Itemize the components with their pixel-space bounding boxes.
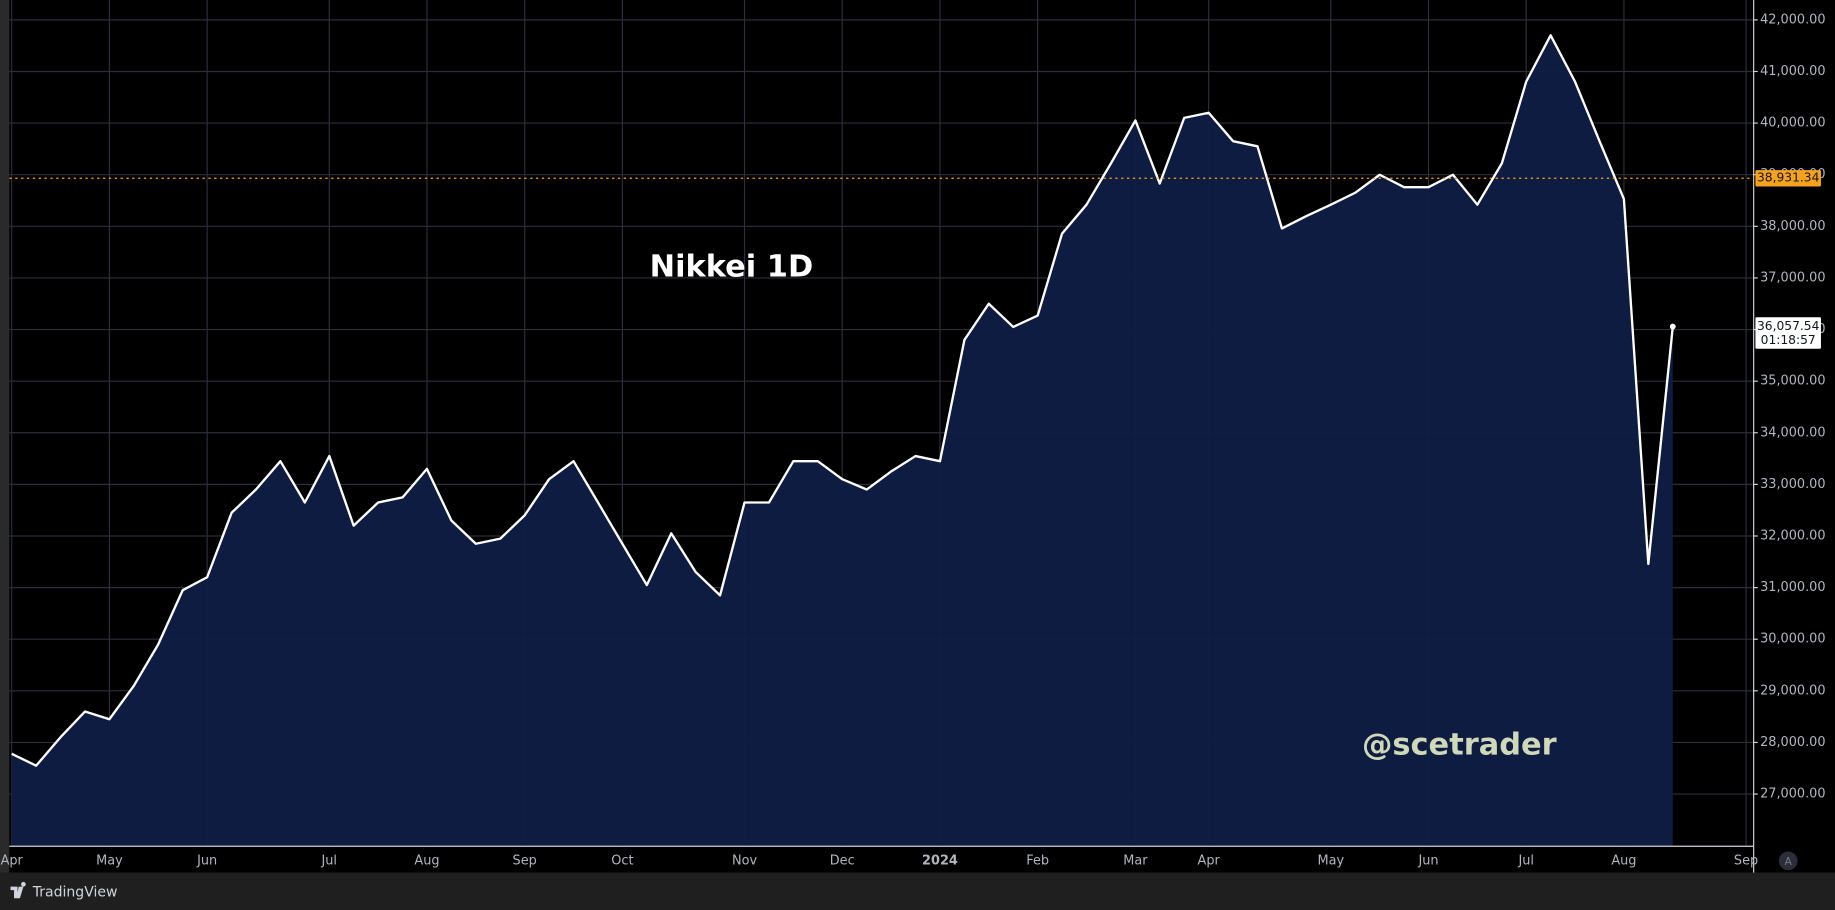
y-tick-label: 42,000.00	[1760, 12, 1825, 27]
y-tick-label: 40,000.00	[1760, 116, 1825, 131]
y-tick-label: 34,000.00	[1760, 425, 1825, 440]
x-tick-label: Jun	[1417, 853, 1438, 868]
price-line-tag	[1755, 170, 1821, 187]
last-price-tag	[1755, 317, 1821, 349]
x-tick-label: Jul	[321, 853, 338, 868]
x-tick-label: Dec	[830, 853, 855, 868]
area	[11, 35, 1673, 846]
y-tick-label: 30,000.00	[1760, 632, 1825, 647]
x-tick-label: May	[1317, 853, 1344, 868]
x-tick-label: Sep	[1734, 853, 1758, 868]
price-line-label: 38,931.34	[1757, 171, 1820, 185]
logo-icon	[10, 881, 26, 899]
chart-title: Nikkei 1D	[650, 249, 814, 284]
y-tick-label: 27,000.00	[1760, 787, 1825, 802]
y-tick-label: 31,000.00	[1760, 580, 1825, 595]
y-tick-label: 35,000.00	[1760, 374, 1825, 389]
auto-scale-button[interactable]	[1778, 851, 1798, 871]
x-tick-label: Feb	[1026, 853, 1049, 868]
countdown-label: 01:18:57	[1761, 333, 1816, 347]
y-tick-label: 38,000.00	[1760, 219, 1825, 234]
x-tick-label: Jun	[196, 853, 217, 868]
y-tick-label: 29,000.00	[1760, 683, 1825, 698]
x-tick-label: Mar	[1123, 853, 1148, 868]
last-point	[1669, 323, 1676, 330]
footer-bar	[0, 872, 1835, 910]
y-tick-label: 32,000.00	[1760, 528, 1825, 543]
tradingview-logo	[10, 881, 26, 899]
y-tick-label: 37,000.00	[1760, 270, 1825, 285]
y-tick-label: 28,000.00	[1760, 735, 1825, 750]
x-tick-label: Aug	[414, 853, 439, 868]
line	[11, 34, 1674, 767]
plot	[9, 34, 1754, 846]
last-price-label: 36,057.54	[1757, 319, 1820, 333]
x-tick-label: Apr	[1, 853, 24, 868]
y-tick-label: 41,000.00	[1760, 64, 1825, 79]
x-tick-label: Aug	[1611, 853, 1636, 868]
x-tick-label: 2024	[922, 853, 958, 868]
x-tick-label: May	[96, 853, 123, 868]
watermark: @scetrader	[1362, 728, 1557, 763]
x-tick-label: Sep	[513, 853, 537, 868]
axes: 27,000.00 28,000.00 29,000.00 30,000.00 31,0…	[1, 12, 1826, 868]
x-tick-label: Oct	[611, 853, 633, 868]
x-tick-label: Apr	[1198, 853, 1221, 868]
x-tick-label: Jul	[1517, 853, 1534, 868]
y-tick-label: 33,000.00	[1760, 477, 1825, 492]
brand: TradingView	[32, 884, 118, 900]
auto-scale-label[interactable]: A	[1785, 856, 1793, 868]
x-tick-label: Nov	[732, 853, 757, 868]
